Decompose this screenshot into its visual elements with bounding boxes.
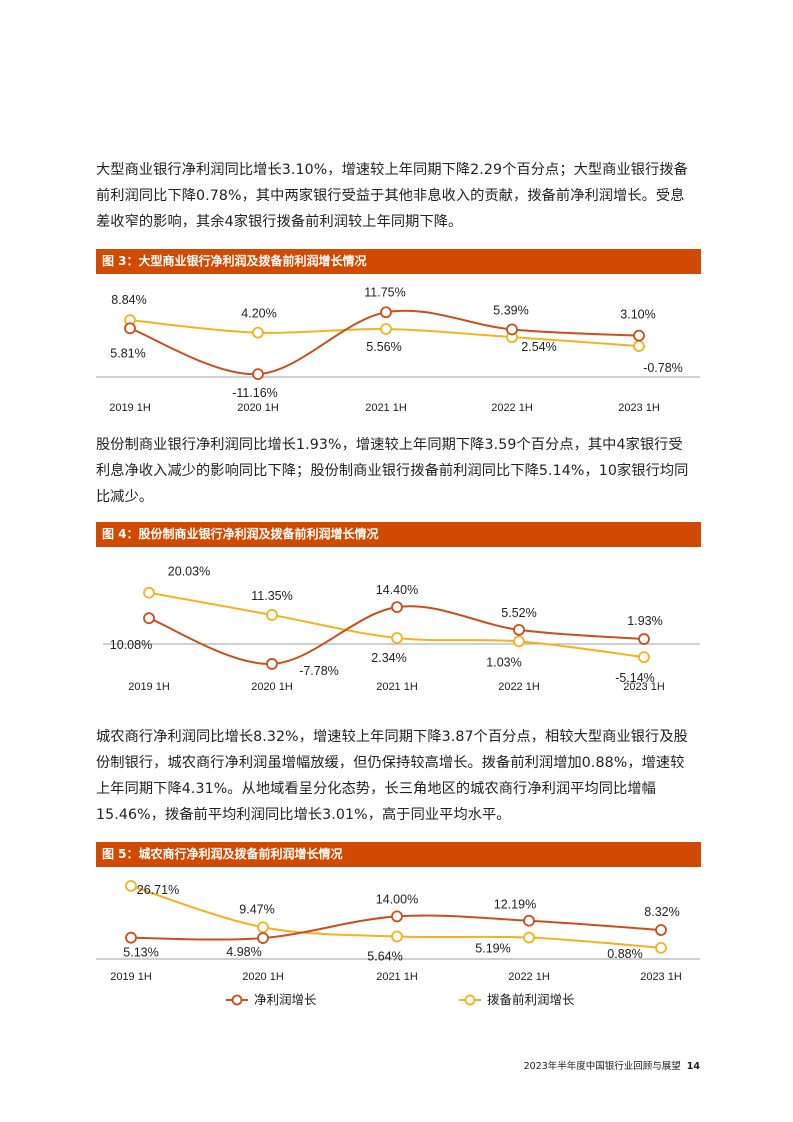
- paragraph-city-rural-banks: 城农商行净利润同比增长8.32%，增速较上年同期下降3.87个百分点，相较大型商…: [96, 724, 706, 828]
- data-label-pre_provision: 1.03%: [486, 655, 521, 669]
- legend-label: 净利润增长: [254, 992, 317, 1007]
- data-point-pre_provision: [633, 340, 645, 353]
- text-line: 比减少。: [96, 489, 154, 505]
- x-tick-label: 2021 1H: [376, 681, 418, 693]
- legend-marker: [464, 994, 476, 1006]
- data-label-net_profit: 5.52%: [501, 606, 536, 620]
- data-point-pre_provision: [257, 921, 269, 934]
- data-point-pre_provision: [266, 609, 278, 621]
- data-label-pre_provision: -0.78%: [643, 361, 683, 375]
- figure-4-title: 图 4：股份制商业银行净利润及拨备前利润增长情况: [96, 522, 701, 547]
- text-line: 15.46%，拨备前平均利润同比增长3.01%，高于同业平均水平。: [96, 807, 511, 823]
- data-label-net_profit: 12.19%: [494, 898, 536, 912]
- x-tick-label: 2021 1H: [376, 971, 418, 983]
- data-point-net_profit: [252, 368, 264, 381]
- data-point-net_profit: [513, 623, 525, 636]
- x-tick-label: 2021 1H: [365, 402, 407, 414]
- data-label-net_profit: 5.81%: [110, 346, 145, 360]
- data-label-pre_provision: -5.14%: [615, 671, 655, 685]
- legend-label: 拨备前利润增长: [487, 992, 575, 1007]
- x-tick-label: 2023 1H: [618, 402, 660, 414]
- text-line: 股份制商业银行净利润同比增长1.93%，增速较上年同期下降3.59个百分点，其中…: [96, 437, 683, 453]
- x-tick-label: 2020 1H: [237, 402, 279, 414]
- data-label-net_profit: 3.10%: [620, 308, 655, 322]
- data-label-net_profit: 14.40%: [376, 583, 418, 597]
- paragraph-joint-stock-banks: 股份制商业银行净利润同比增长1.93%，增速较上年同期下降3.59个百分点，其中…: [96, 432, 706, 510]
- x-tick-label: 2019 1H: [109, 402, 151, 414]
- data-label-net_profit: 14.00%: [376, 892, 418, 906]
- data-point-pre_provision: [125, 879, 137, 892]
- data-point-net_profit: [380, 306, 392, 319]
- text-line: 份制银行，城农商行净利润虽增幅放缓，但仍保持较高增长。拨备前利润增加0.88%，…: [96, 755, 685, 771]
- data-point-pre_provision: [391, 632, 403, 644]
- data-point-net_profit: [124, 322, 136, 335]
- x-tick-label: 2022 1H: [491, 402, 533, 414]
- data-point-net_profit: [391, 910, 403, 923]
- x-tick-label: 2020 1H: [251, 681, 293, 693]
- x-tick-label: 2023 1H: [623, 681, 665, 693]
- data-label-pre_provision: 5.56%: [366, 340, 401, 354]
- data-label-net_profit: 1.93%: [627, 614, 662, 628]
- data-label-pre_provision: 5.64%: [367, 949, 402, 963]
- data-point-net_profit: [523, 914, 535, 927]
- data-label-net_profit: -7.78%: [299, 664, 339, 678]
- data-label-pre_provision: 2.34%: [371, 651, 406, 665]
- figure-3-chart: 2019 1H 2020 1H 2021 1H 2022 1H 2023 1H 8.84%…: [96, 285, 700, 414]
- data-label-pre_provision: 8.84%: [111, 293, 146, 307]
- page-number: 14: [686, 1061, 700, 1072]
- data-label-net_profit: 10.08%: [110, 638, 152, 652]
- data-point-pre_provision: [638, 651, 650, 664]
- page-footer: 2023年半年度中国银行业回顾与展望 14: [524, 1058, 700, 1072]
- data-point-net_profit: [266, 658, 278, 670]
- x-tick-label: 2022 1H: [498, 681, 540, 693]
- x-tick-label: 2022 1H: [508, 971, 550, 983]
- data-label-pre_provision: 4.20%: [241, 307, 276, 321]
- data-point-net_profit: [633, 329, 645, 342]
- text-line: 前利润同比下降0.78%，其中两家银行受益于其他非息收入的贡献，拨备前净利润增长…: [96, 188, 685, 204]
- data-point-pre_provision: [391, 930, 403, 943]
- data-point-net_profit: [257, 932, 269, 944]
- text-line: 差收窄的影响，其余4家银行拨备前利润较上年同期下降。: [96, 214, 463, 230]
- x-tick-label: 2019 1H: [128, 681, 170, 693]
- data-point-net_profit: [125, 931, 137, 944]
- data-label-pre_provision: 20.03%: [168, 565, 210, 579]
- data-label-pre_provision: 26.71%: [137, 883, 179, 897]
- x-tick-label: 2020 1H: [242, 971, 284, 983]
- footer-title: 2023年半年度中国银行业回顾与展望: [523, 1061, 681, 1072]
- text-line: 城农商行净利润同比增长8.32%，增速较上年同期下降3.87个百分点，相较大型商…: [96, 729, 688, 745]
- x-tick-label: 2023 1H: [640, 971, 682, 983]
- data-point-pre_provision: [252, 326, 264, 339]
- data-point-pre_provision: [513, 635, 525, 648]
- figure-5-chart: 2019 1H 2020 1H 2021 1H 2022 1H 2023 1H 26.71…: [96, 879, 700, 1007]
- text-line: 大型商业银行净利润同比增长3.10%，增速较上年同期下降2.29个百分点；大型商…: [96, 162, 688, 178]
- data-label-net_profit: 11.75%: [364, 285, 405, 299]
- data-point-pre_provision: [143, 586, 155, 599]
- data-point-pre_provision: [523, 931, 535, 944]
- data-label-pre_provision: 5.19%: [475, 942, 510, 956]
- data-point-net_profit: [655, 924, 667, 936]
- data-label-pre_provision: 2.54%: [521, 340, 556, 354]
- data-label-net_profit: 8.32%: [644, 905, 679, 919]
- data-point-pre_provision: [655, 941, 667, 954]
- data-label-pre_provision: 0.88%: [607, 947, 642, 961]
- data-label-net_profit: -11.16%: [232, 386, 278, 400]
- data-point-net_profit: [391, 601, 403, 614]
- data-label-pre_provision: 11.35%: [251, 589, 292, 603]
- data-label-net_profit: 5.13%: [123, 946, 158, 960]
- data-point-net_profit: [143, 612, 155, 625]
- paragraph-large-banks: 大型商业银行净利润同比增长3.10%，增速较上年同期下降2.29个百分点；大型商…: [96, 157, 706, 235]
- figure-3-title: 图 3：大型商业银行净利润及拨备前利润增长情况: [96, 249, 701, 274]
- data-label-pre_provision: 9.47%: [239, 902, 274, 916]
- legend-marker: [231, 994, 243, 1006]
- data-point-net_profit: [638, 633, 650, 645]
- data-point-pre_provision: [380, 323, 392, 335]
- data-label-net_profit: 4.98%: [226, 945, 261, 959]
- figure-4-chart: 2019 1H 2020 1H 2021 1H 2022 1H 2023 1H 20.03…: [103, 565, 700, 693]
- text-line: 利息净收入减少的影响同比下降；股份制商业银行拨备前利润同比下降5.14%，10家…: [96, 463, 689, 479]
- text-line: 上年同期下降4.31%。从地域看呈分化态势，长三角地区的城农商行净利润平均同比增…: [96, 781, 656, 797]
- figure-5-title: 图 5：城农商行净利润及拨备前利润增长情况: [96, 842, 701, 867]
- x-tick-label: 2019 1H: [110, 971, 152, 983]
- data-point-net_profit: [506, 323, 518, 336]
- data-label-net_profit: 5.39%: [493, 303, 528, 317]
